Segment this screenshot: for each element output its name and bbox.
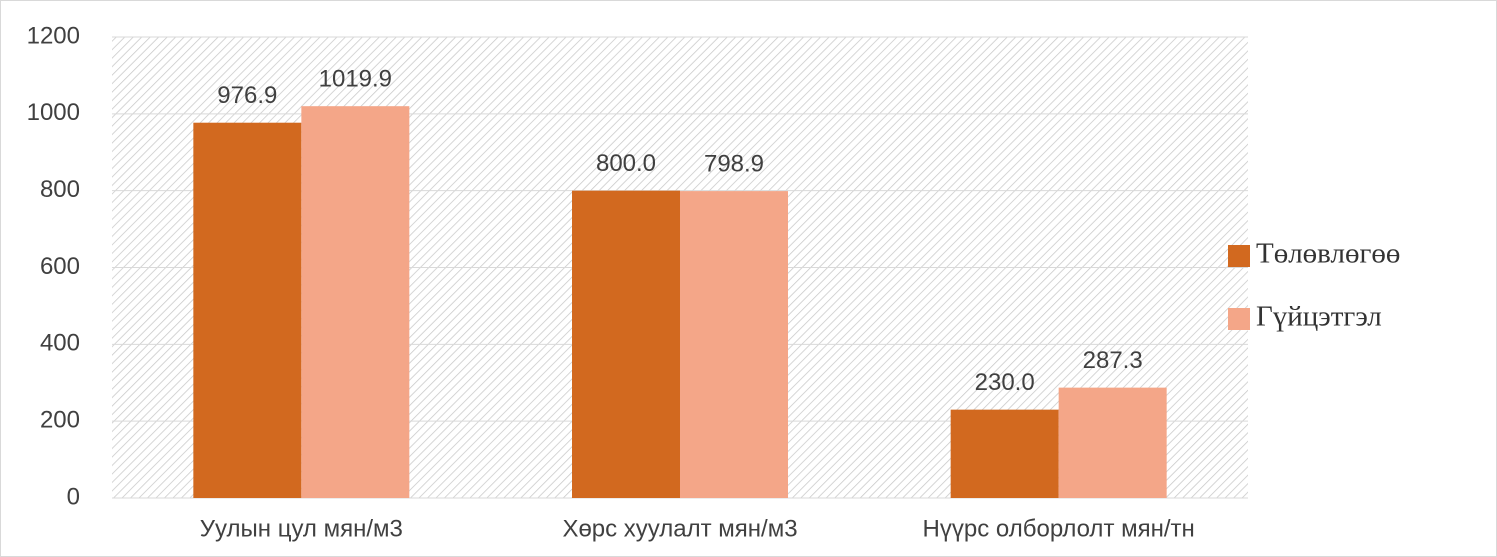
legend-swatch (1228, 308, 1250, 330)
bar (950, 409, 1059, 498)
legend-swatch (1228, 245, 1250, 267)
value-label: 800.0 (596, 150, 656, 177)
x-tick-label: Хөрс хуулалт мян/м3 (562, 515, 797, 542)
bar (572, 190, 680, 498)
bar (680, 191, 788, 499)
y-tick-label: 1000 (27, 99, 80, 126)
legend-label: Гүйцэтгэл (1256, 301, 1382, 333)
y-tick-label: 600 (40, 253, 80, 280)
x-tick-label: Нүүрс олборлолт мян/тн (923, 515, 1195, 542)
y-tick-label: 800 (40, 176, 80, 203)
bar (1058, 387, 1167, 498)
y-tick-label: 200 (40, 407, 80, 434)
bar (301, 106, 410, 498)
value-label: 976.9 (217, 82, 277, 109)
bar (193, 122, 302, 498)
y-tick-label: 400 (40, 330, 80, 357)
value-label: 230.0 (975, 369, 1035, 396)
x-tick-label: Уулын цул мян/м3 (200, 515, 403, 542)
legend-label: Төлөвлөгөө (1256, 238, 1400, 270)
value-label: 287.3 (1083, 347, 1143, 374)
y-tick-label: 1200 (27, 22, 80, 49)
value-label: 798.9 (704, 150, 764, 177)
value-label: 1019.9 (319, 66, 392, 93)
y-tick-label: 0 (67, 483, 80, 510)
